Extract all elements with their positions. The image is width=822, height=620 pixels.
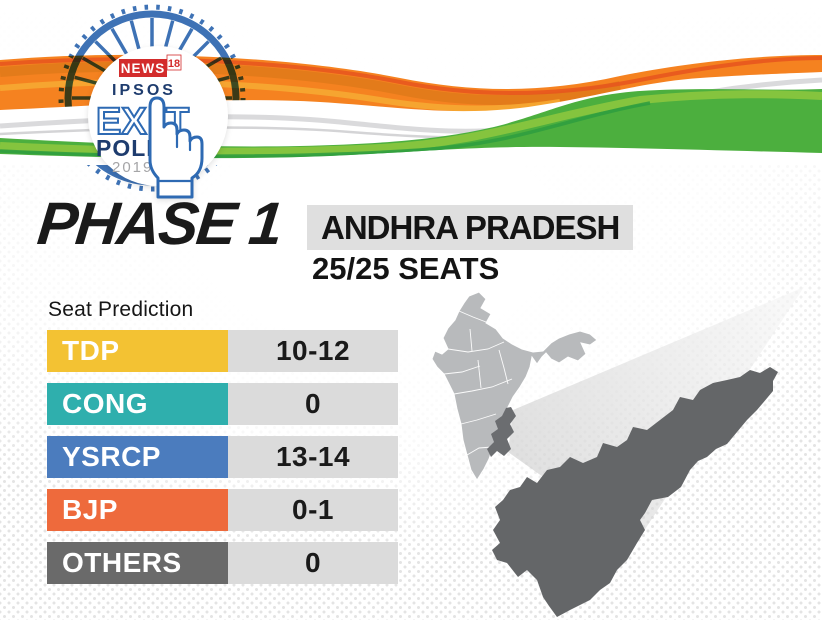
seat-value: 10-12 xyxy=(228,330,398,372)
pointing-hand-icon xyxy=(148,96,204,199)
table-row: TDP 10-12 xyxy=(47,330,398,372)
table-row: CONG 0 xyxy=(47,383,398,425)
exit-outline-letters: EX xyxy=(96,101,147,143)
news18-logo xyxy=(119,59,167,77)
seat-prediction-heading: Seat Prediction xyxy=(48,298,194,321)
ipsos-label: IPSOS xyxy=(112,82,176,99)
seat-value: 0 xyxy=(228,542,398,584)
seat-value: 0 xyxy=(228,383,398,425)
table-row: BJP 0-1 xyxy=(47,489,398,531)
seat-value: 13-14 xyxy=(228,436,398,478)
news-label: NEWS xyxy=(121,61,166,76)
year-label: 2019 xyxy=(112,159,153,176)
seat-value: 0-1 xyxy=(228,489,398,531)
table-row: OTHERS 0 xyxy=(47,542,398,584)
party-name: BJP xyxy=(47,489,228,531)
state-borders xyxy=(443,310,513,456)
total-seats: 25/25 SEATS xyxy=(312,251,500,286)
party-name: YSRCP xyxy=(47,436,228,478)
phase-title: PHASE 1 xyxy=(34,190,285,257)
news18-ipsos-exit-poll-logo: NEWS 18 IPSOS EX T POLL 2019 xyxy=(88,46,228,199)
table-row: YSRCP 13-14 xyxy=(47,436,398,478)
prediction-table: TDP 10-12 CONG 0 YSRCP 13-14 BJP 0-1 OTH… xyxy=(47,330,398,584)
map-graphic xyxy=(431,287,804,617)
andhra-pradesh-highlight xyxy=(487,407,516,457)
party-name: CONG xyxy=(47,383,228,425)
channel-number: 18 xyxy=(168,58,180,70)
andhra-pradesh-map xyxy=(492,367,778,617)
party-name: OTHERS xyxy=(47,542,228,584)
region-title: ANDHRA PRADESH xyxy=(307,205,634,250)
party-name: TDP xyxy=(47,330,228,372)
channel-number-box xyxy=(166,54,182,71)
india-map xyxy=(431,291,598,481)
